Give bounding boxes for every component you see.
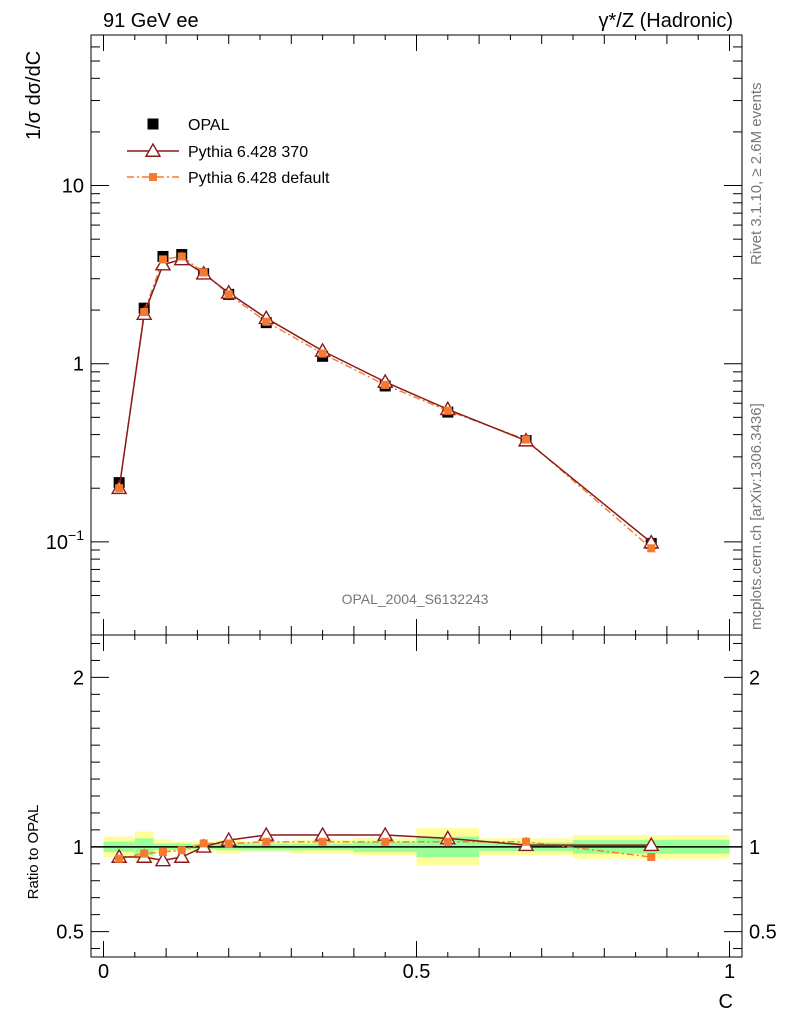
ratio-frame xyxy=(90,634,743,958)
uncertainty-bands xyxy=(91,828,742,866)
ratio-xlabel: C xyxy=(719,991,733,1013)
ratio-point-pythia-default xyxy=(140,849,149,858)
mcplots-label: mcplots.cern.ch [arXiv:1306.3436] xyxy=(748,403,765,630)
series-layer xyxy=(110,249,660,867)
header-right: γ*/Z (Hadronic) xyxy=(599,10,733,32)
axis-ticks: 0 0.5 1 10−1 1 10 0.5 0.5 1 1 2 2 xyxy=(46,34,777,983)
y-tick-label: 10 xyxy=(62,176,84,198)
rivet-label: Rivet 3.1.10, ≥ 2.6M events xyxy=(748,83,765,266)
y-tick-label: 10−1 xyxy=(46,527,84,554)
ratio-point-pythia-default xyxy=(115,854,124,863)
ratio-y-tick-label: 0.5 xyxy=(56,922,84,944)
data-point-pythia-default xyxy=(262,317,271,326)
data-point-pythia-default xyxy=(115,484,124,493)
ratio-point-pythia-default xyxy=(522,837,531,846)
legend-label: OPAL xyxy=(188,117,230,134)
ratio-point-pythia-370 xyxy=(643,836,660,852)
legend-marker-pythia-default xyxy=(149,173,157,181)
ratio-point-pythia-default xyxy=(647,853,656,862)
ratio-y-tick-label-right: 2 xyxy=(749,667,760,689)
ratio-point-pythia-370 xyxy=(154,851,172,867)
ratio-y-tick-label: 1 xyxy=(73,837,84,859)
ratio-ylabel: Ratio to OPAL xyxy=(25,805,42,900)
legend-label: Pythia 6.428 370 xyxy=(188,144,308,161)
x-tick-label: 1 xyxy=(724,961,735,983)
watermark-label: OPAL_2004_S6132243 xyxy=(342,591,489,607)
data-point-pythia-default xyxy=(381,380,390,389)
series-line-pythia-default xyxy=(118,255,652,549)
x-tick-label: 0.5 xyxy=(403,961,431,983)
data-point-pythia-default xyxy=(158,255,167,264)
ratio-y-tick-label-right: 0.5 xyxy=(749,922,777,944)
data-point-pythia-default xyxy=(140,308,149,317)
ratio-y-tick-label-right: 1 xyxy=(749,837,760,859)
ratio-point-pythia-default xyxy=(158,847,167,856)
ratio-point-pythia-default xyxy=(381,837,390,846)
data-point-pythia-default xyxy=(522,435,531,444)
legend-label: Pythia 6.428 default xyxy=(188,170,330,187)
series-line-pythia-370 xyxy=(118,258,652,544)
ratio-point-pythia-default xyxy=(443,837,452,846)
data-point-pythia-default xyxy=(647,544,656,553)
data-point-pythia-default xyxy=(443,406,452,415)
ratio-point-pythia-default xyxy=(262,837,271,846)
ratio-y-tick-label: 2 xyxy=(73,667,84,689)
x-tick-label: 0 xyxy=(98,961,109,983)
ratio-point-pythia-370 xyxy=(173,848,190,863)
main-ylabel: 1/σ dσ/dC xyxy=(23,51,45,140)
ratio-point-pythia-default xyxy=(318,837,327,846)
legend-marker-opal xyxy=(147,118,159,130)
data-point-pythia-370 xyxy=(154,256,172,271)
ratio-point-pythia-default xyxy=(199,839,208,848)
data-point-pythia-default xyxy=(224,290,233,299)
legend: OPAL Pythia 6.428 370 Pythia 6.428 default xyxy=(127,117,330,187)
data-point-pythia-default xyxy=(199,268,208,277)
y-tick-label: 1 xyxy=(73,354,84,376)
data-point-pythia-default xyxy=(177,252,186,261)
header-left: 91 GeV ee xyxy=(103,10,199,32)
ratio-point-pythia-default xyxy=(177,846,186,855)
data-point-pythia-default xyxy=(318,349,327,358)
legend-marker-pythia-370 xyxy=(144,142,162,157)
ratio-point-pythia-default xyxy=(224,839,233,848)
